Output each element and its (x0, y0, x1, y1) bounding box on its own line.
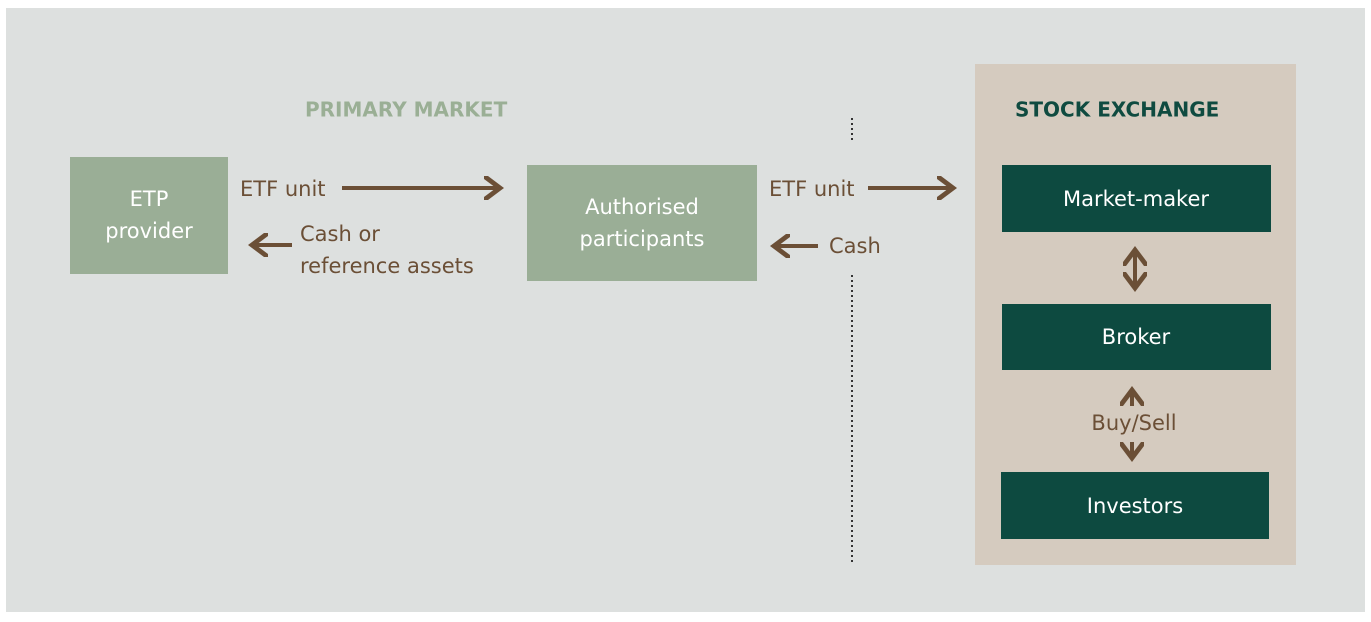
investors-label: Investors (1087, 494, 1183, 518)
stock-exchange-title: STOCK EXCHANGE (1015, 98, 1219, 122)
investors-box (1001, 472, 1269, 539)
etp-provider-label: ETP provider (105, 187, 193, 243)
buy-sell-label: Buy/Sell (1091, 411, 1176, 435)
authorised-participants-label: Authorised participants (580, 195, 705, 251)
authorised-participants-box (527, 165, 757, 281)
market-maker-label: Market-maker (1063, 187, 1209, 211)
flow-label: ETF unit (240, 177, 326, 201)
etp-provider-box (70, 157, 228, 274)
flow-label: ETF unit (769, 177, 855, 201)
primary-market-title: PRIMARY MARKET (305, 98, 508, 122)
broker-box (1002, 304, 1271, 370)
flow-label: Cash or reference assets (300, 222, 474, 278)
flow-label: Cash (829, 234, 881, 258)
market-maker-box (1002, 165, 1271, 232)
broker-label: Broker (1102, 325, 1171, 349)
